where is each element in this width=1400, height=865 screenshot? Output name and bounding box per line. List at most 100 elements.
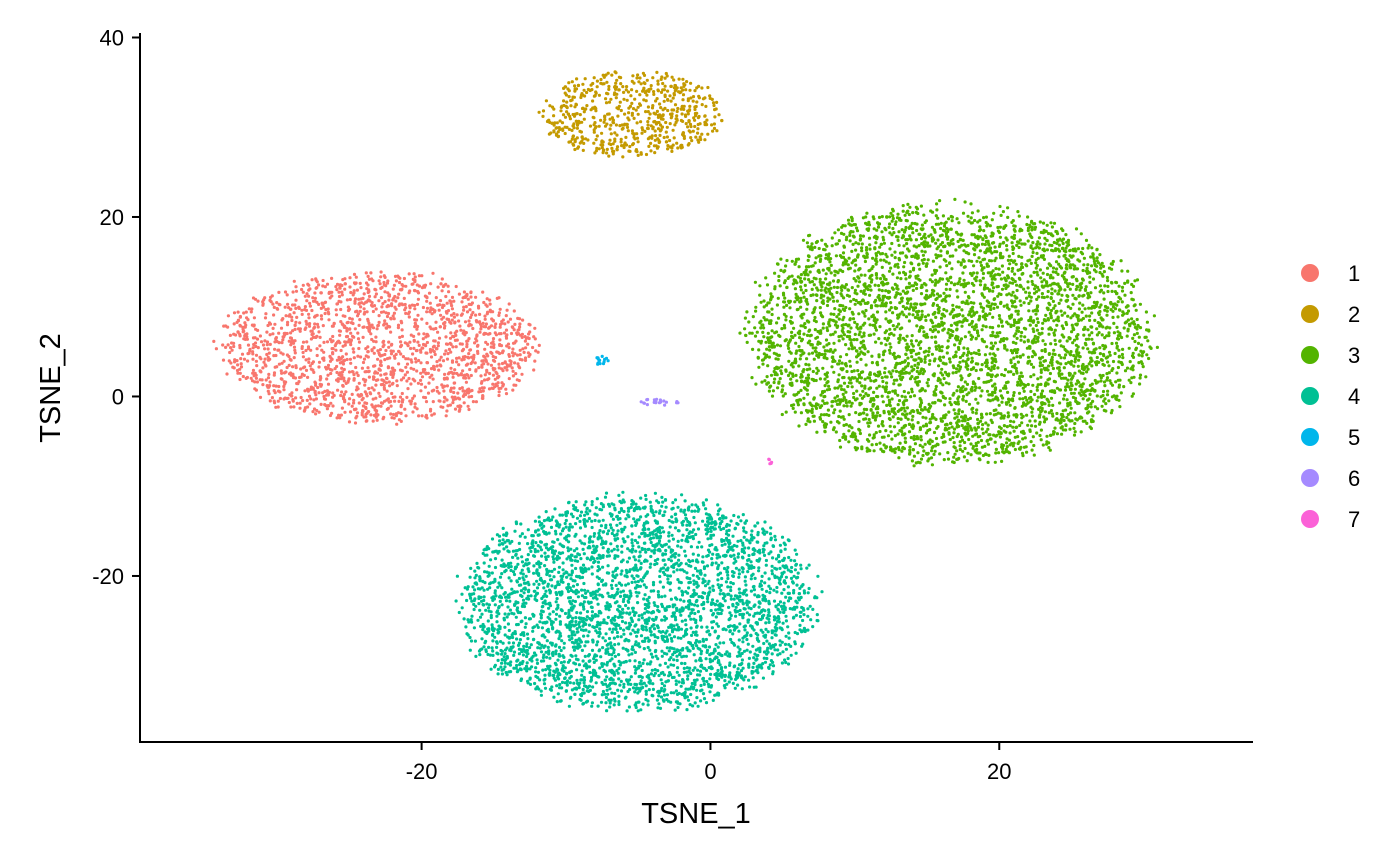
cluster-3-point xyxy=(807,278,811,282)
cluster-3-point xyxy=(906,298,910,303)
cluster-2-point xyxy=(668,138,672,143)
cluster-3-point xyxy=(897,243,901,247)
cluster-2-point xyxy=(635,121,639,125)
cluster-1-point xyxy=(445,301,449,305)
cluster-1-point xyxy=(482,332,486,336)
cluster-1-point xyxy=(342,367,346,372)
cluster-2-point xyxy=(609,123,613,127)
cluster-2-point xyxy=(704,121,708,125)
cluster-1-point xyxy=(325,340,330,344)
cluster-1-point xyxy=(499,344,504,348)
cluster-3-point xyxy=(990,218,994,222)
cluster-1-point xyxy=(379,310,384,314)
cluster-3-point xyxy=(1020,416,1024,420)
cluster-3-point xyxy=(844,435,848,439)
cluster-1-point xyxy=(507,353,511,357)
cluster-3-point xyxy=(851,242,855,246)
cluster-1-point xyxy=(417,358,421,363)
cluster-1-point xyxy=(360,366,364,370)
cluster-1-point xyxy=(403,341,407,345)
cluster-3-point xyxy=(839,415,844,419)
cluster-3-point xyxy=(768,348,772,352)
cluster-2-point xyxy=(627,106,631,110)
cluster-3-point xyxy=(1042,366,1046,370)
cluster-2-point xyxy=(569,99,573,103)
cluster-1-point xyxy=(313,296,317,300)
cluster-3-point xyxy=(998,435,1003,439)
cluster-1-point xyxy=(450,304,454,308)
cluster-1-point xyxy=(442,400,446,404)
cluster-1-point xyxy=(353,327,357,331)
cluster-1-point xyxy=(326,404,330,408)
cluster-2-point xyxy=(604,101,609,105)
cluster-3-point xyxy=(896,265,900,269)
cluster-2-point xyxy=(649,124,653,128)
scatter-points xyxy=(212,70,1159,713)
cluster-1-point xyxy=(493,325,497,329)
cluster-1-point xyxy=(459,372,463,376)
cluster-3-point xyxy=(862,289,866,293)
cluster-3-point xyxy=(810,351,815,355)
cluster-2-point xyxy=(620,144,624,148)
cluster-1-point xyxy=(507,302,511,306)
cluster-1-point xyxy=(425,321,429,325)
cluster-3-point xyxy=(845,404,849,408)
cluster-2-point xyxy=(615,106,619,110)
cluster-3-point xyxy=(880,301,884,305)
cluster-3-point xyxy=(970,259,974,263)
cluster-1-point xyxy=(251,357,255,361)
cluster-2-point xyxy=(695,100,699,104)
cluster-1-point xyxy=(492,343,496,347)
cluster-1-point xyxy=(326,363,331,367)
cluster-1-point xyxy=(280,371,284,375)
cluster-3-point xyxy=(918,346,923,350)
cluster-1-point xyxy=(281,317,285,321)
cluster-2-point xyxy=(643,129,647,133)
cluster-1-point xyxy=(386,311,391,316)
cluster-3-point xyxy=(1014,296,1018,300)
cluster-1-point xyxy=(400,334,404,338)
cluster-3-point xyxy=(798,329,802,333)
cluster-2-point xyxy=(703,138,707,142)
cluster-3-point xyxy=(979,438,984,443)
cluster-3-point xyxy=(841,269,845,274)
cluster-3-point xyxy=(1005,337,1009,341)
cluster-1-point xyxy=(346,308,351,313)
cluster-2-point xyxy=(653,138,657,142)
cluster-3-point xyxy=(1045,266,1050,270)
cluster-3-point xyxy=(1068,282,1072,286)
cluster-1-point xyxy=(498,307,502,311)
cluster-1-point xyxy=(510,325,514,329)
cluster-1-point xyxy=(283,305,287,309)
cluster-3-point xyxy=(974,441,978,445)
cluster-3-point xyxy=(1072,426,1076,430)
cluster-1-point xyxy=(429,367,434,371)
cluster-2-point xyxy=(687,129,691,133)
cluster-1-point xyxy=(232,332,236,336)
cluster-3-point xyxy=(848,239,852,243)
cluster-2-point xyxy=(717,113,721,117)
cluster-3-point xyxy=(1001,396,1005,400)
cluster-3-point xyxy=(803,277,807,281)
cluster-3-point xyxy=(1084,238,1089,242)
cluster-1-point xyxy=(283,290,288,294)
cluster-3-point xyxy=(1106,389,1110,393)
cluster-3-point xyxy=(939,419,944,423)
cluster-1-point xyxy=(323,300,328,304)
cluster-3-point xyxy=(923,355,928,359)
cluster-3-point xyxy=(980,268,984,272)
cluster-1-point xyxy=(228,333,232,337)
cluster-3-point xyxy=(1110,341,1114,346)
cluster-2-point xyxy=(639,120,643,124)
cluster-3-point xyxy=(882,350,886,354)
cluster-3-point xyxy=(1006,411,1010,415)
cluster-2-point xyxy=(582,117,586,121)
cluster-3-point xyxy=(810,287,814,291)
cluster-1-point xyxy=(420,346,424,350)
cluster-1-point xyxy=(311,299,316,303)
cluster-1-point xyxy=(287,400,291,405)
cluster-1-point xyxy=(355,414,359,418)
cluster-2-point xyxy=(659,128,663,132)
cluster-3-point xyxy=(1052,221,1057,225)
cluster-1-point xyxy=(288,336,293,340)
